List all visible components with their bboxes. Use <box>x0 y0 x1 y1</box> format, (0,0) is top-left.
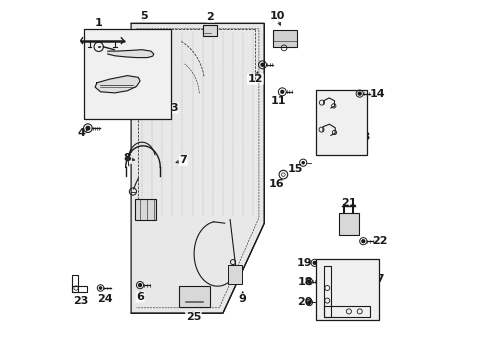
Circle shape <box>261 63 264 66</box>
Text: 14: 14 <box>369 89 385 99</box>
Bar <box>338 213 358 235</box>
Bar <box>323 266 330 317</box>
Circle shape <box>302 162 304 164</box>
Text: 4: 4 <box>78 128 85 138</box>
Text: 1: 1 <box>95 18 102 28</box>
Text: 3: 3 <box>170 103 178 113</box>
Text: 9: 9 <box>238 294 246 304</box>
Bar <box>316 259 379 320</box>
Text: 13: 13 <box>355 132 370 142</box>
Bar <box>228 265 242 284</box>
Bar <box>323 306 370 317</box>
Text: 2: 2 <box>206 12 214 22</box>
Polygon shape <box>131 23 264 313</box>
Text: 11: 11 <box>270 96 286 106</box>
Circle shape <box>280 90 283 93</box>
Text: 15: 15 <box>286 164 302 174</box>
Text: 25: 25 <box>185 312 201 322</box>
Bar <box>273 30 296 47</box>
Text: 23: 23 <box>73 296 88 306</box>
Text: 12: 12 <box>247 74 263 84</box>
Circle shape <box>139 284 141 287</box>
Text: 17: 17 <box>369 274 385 284</box>
Text: 20: 20 <box>297 297 312 307</box>
Text: 7: 7 <box>179 155 187 165</box>
Bar <box>84 29 170 119</box>
Circle shape <box>99 287 102 289</box>
Bar <box>72 286 87 292</box>
Text: 18: 18 <box>297 276 312 287</box>
Bar <box>134 199 156 220</box>
Circle shape <box>307 301 310 304</box>
Polygon shape <box>107 50 153 58</box>
Circle shape <box>361 240 364 243</box>
Text: 5: 5 <box>140 11 147 21</box>
Polygon shape <box>95 76 140 93</box>
Text: 8: 8 <box>123 153 131 163</box>
Text: 16: 16 <box>268 179 284 189</box>
Text: 22: 22 <box>371 236 386 246</box>
Bar <box>316 90 366 155</box>
Text: 6: 6 <box>136 292 144 302</box>
Bar <box>72 275 78 292</box>
Text: 19: 19 <box>297 258 312 268</box>
Circle shape <box>86 126 89 130</box>
Text: 24: 24 <box>97 294 112 304</box>
Circle shape <box>307 280 310 283</box>
Bar <box>179 286 209 307</box>
Text: 10: 10 <box>269 11 284 21</box>
Circle shape <box>313 261 316 264</box>
Bar <box>203 25 217 36</box>
Text: 21: 21 <box>341 198 356 208</box>
Circle shape <box>358 92 361 95</box>
